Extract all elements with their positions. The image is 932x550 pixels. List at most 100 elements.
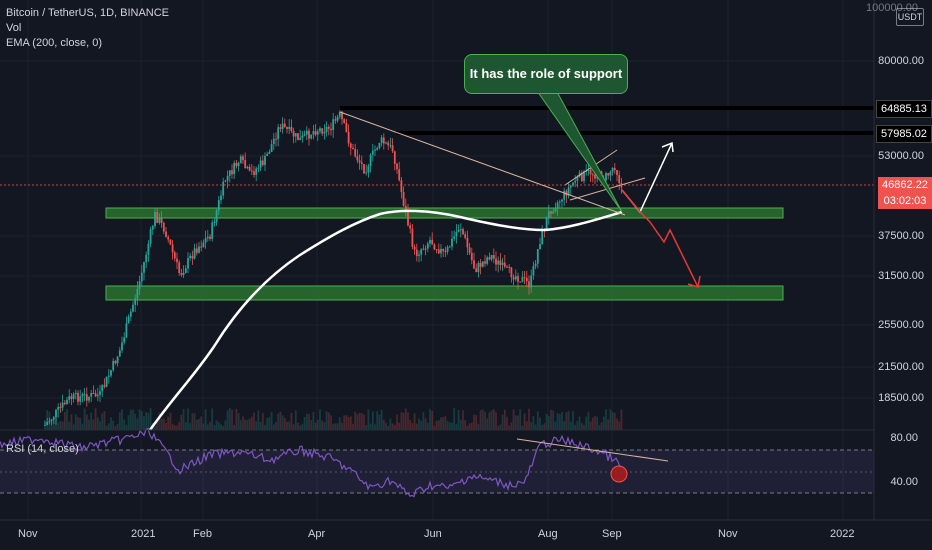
volume-bar — [503, 409, 506, 430]
candle-body — [182, 272, 185, 275]
ema-indicator-label[interactable]: EMA (200, close, 0) — [6, 37, 102, 49]
volume-bar — [479, 410, 482, 430]
current-price-tag: 46862.22 — [878, 177, 932, 193]
volume-bar — [598, 425, 601, 430]
candle-body — [530, 275, 533, 288]
candle-body — [283, 123, 286, 128]
support-annotation-callout[interactable]: It has the role of support — [464, 54, 628, 94]
currency-unit-button[interactable]: USDT — [896, 8, 924, 26]
volume-bar — [292, 424, 295, 430]
volume-bar — [618, 421, 621, 430]
volume-bar — [338, 417, 341, 430]
volume-bars — [44, 408, 623, 430]
candle-body — [96, 394, 99, 397]
volume-bar — [545, 413, 548, 430]
rsi-scale-40: 40.00 — [890, 476, 918, 488]
candle-body — [171, 244, 174, 253]
volume-bar — [446, 421, 449, 430]
volume-bar — [561, 412, 563, 430]
volume-bar — [248, 418, 251, 430]
volume-bar — [125, 424, 128, 430]
volume-bar — [512, 409, 515, 430]
candle-body — [213, 222, 216, 224]
candle-body — [195, 248, 198, 253]
volume-bar — [220, 424, 222, 430]
volume-bar — [127, 415, 130, 430]
bullish-projection-arrow — [621, 142, 673, 214]
candle-body — [127, 316, 130, 324]
bearish-arrowhead — [687, 275, 701, 288]
volume-bar — [297, 422, 299, 430]
candle-body — [246, 166, 249, 169]
candle-body — [528, 281, 530, 288]
candle-body — [204, 238, 207, 243]
rsi-divergence-marker — [610, 465, 628, 483]
candle-body — [299, 137, 302, 141]
candle-body — [217, 200, 220, 211]
candle-body — [545, 218, 548, 231]
candle-body — [536, 249, 539, 264]
volume-bar — [407, 412, 409, 430]
candle-body — [253, 171, 255, 175]
candle-body — [486, 257, 489, 264]
candle-body — [554, 208, 557, 212]
candle-body — [451, 238, 453, 247]
candle-body — [286, 127, 288, 130]
volume-bar — [294, 410, 297, 430]
volume-bar — [305, 413, 308, 430]
candle-body — [556, 202, 559, 209]
volume-bar — [140, 411, 143, 430]
volume-bar — [94, 408, 97, 430]
symbol-title[interactable]: Bitcoin / TetherUS, 1D, BINANCE — [6, 7, 170, 19]
volume-bar — [426, 422, 429, 430]
time-label-feb: Feb — [193, 528, 212, 540]
candle-body — [369, 154, 372, 167]
ema-200-line — [148, 209, 623, 431]
candle-body — [583, 171, 585, 182]
rsi-indicator-label[interactable]: RSI (14, close) — [6, 443, 79, 455]
candle-body — [180, 272, 183, 275]
candle-body — [609, 171, 612, 176]
candle-body — [292, 130, 295, 137]
candle-body — [143, 262, 145, 273]
candle-body — [398, 169, 401, 181]
volume-bar — [554, 421, 557, 430]
volume-bar — [539, 417, 541, 430]
candle-body — [404, 205, 407, 212]
candle-body — [59, 406, 62, 408]
volume-bar — [222, 425, 225, 430]
volume-bar — [563, 421, 566, 430]
price-label-53000: 53000.00 — [878, 150, 924, 162]
candle-body — [118, 350, 121, 357]
volume-bar — [594, 415, 596, 430]
chart-legend: Bitcoin / TetherUS, 1D, BINANCE Vol EMA … — [6, 6, 169, 51]
volume-bar — [523, 413, 526, 430]
volume-bar — [525, 421, 528, 430]
volume-bar — [435, 420, 438, 430]
volume-bar — [462, 410, 464, 430]
volume-indicator-label[interactable]: Vol — [6, 22, 22, 34]
volume-bar — [336, 423, 339, 430]
volume-bar — [213, 425, 216, 430]
candle-body — [497, 260, 500, 265]
descending-trendline — [339, 111, 626, 216]
candle-body — [352, 147, 354, 150]
candle-body — [459, 229, 462, 231]
volume-bar — [442, 417, 445, 430]
volume-bar — [237, 413, 240, 430]
candle-body — [231, 170, 233, 175]
candle-body — [338, 111, 341, 117]
volume-bar — [420, 420, 423, 430]
volume-bar — [477, 423, 480, 430]
candle-body — [521, 277, 524, 282]
volume-bar — [228, 408, 231, 430]
volume-bar — [578, 416, 581, 430]
volume-bar — [158, 412, 161, 430]
candle-body — [105, 376, 108, 387]
candle-body — [125, 323, 128, 338]
candle-body — [319, 128, 321, 132]
candle-body — [134, 298, 137, 305]
grid — [0, 0, 874, 520]
volume-bar — [259, 421, 262, 430]
